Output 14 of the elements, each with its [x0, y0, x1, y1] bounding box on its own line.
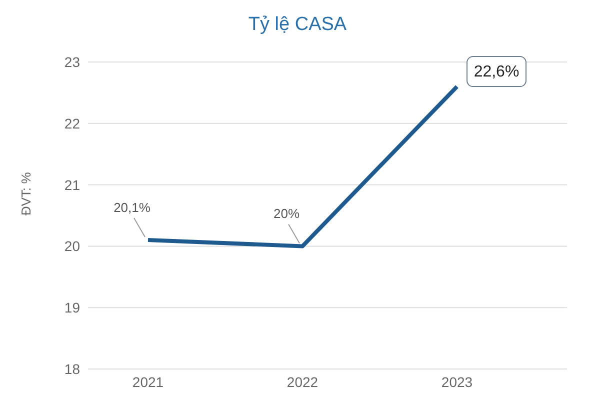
y-tick-label: 21 — [64, 176, 80, 193]
y-tick-label: 18 — [64, 360, 80, 377]
y-axis-title: ĐVT: % — [18, 172, 34, 216]
chart-title: Tỷ lệ CASA — [247, 14, 348, 37]
x-tick-label: 2022 — [286, 374, 318, 390]
data-label: 20,1% — [114, 200, 151, 216]
y-tick-label: 20 — [64, 238, 80, 254]
y-tick-label: 19 — [64, 300, 80, 316]
x-tick-label: 2021 — [132, 374, 164, 390]
y-tick-label: 22 — [64, 115, 80, 132]
data-label: 22,6% — [474, 64, 520, 81]
data-label: 20% — [273, 206, 300, 222]
y-tick-label: 23 — [64, 54, 80, 70]
x-tick-label: 2023 — [441, 374, 473, 390]
